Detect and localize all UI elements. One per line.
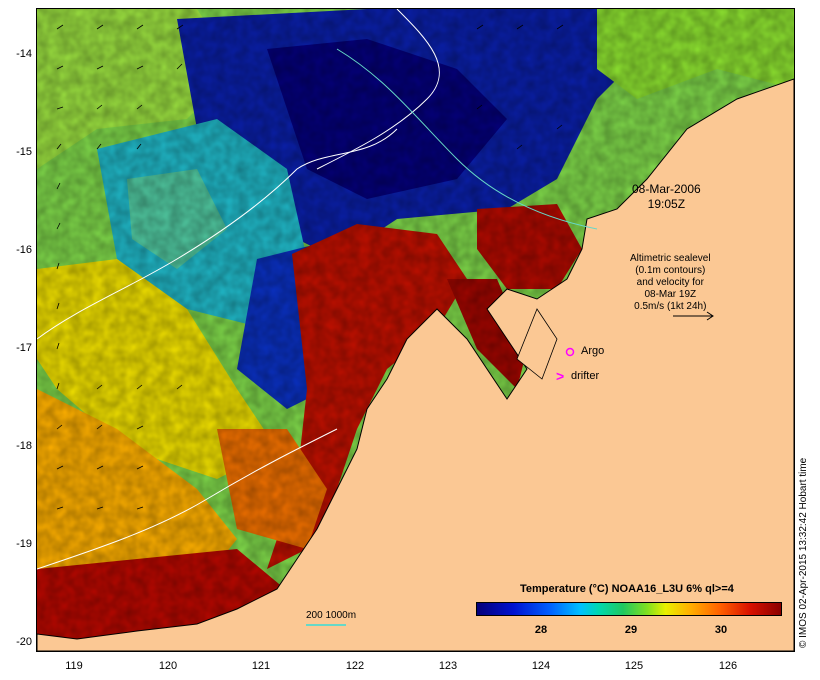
lat-tick: -15 [16,146,32,158]
alt-line: Altimetric sealevel [630,253,711,264]
alt-line: 0.5m/s (1kt 24h) [634,301,707,312]
lat-tick: -17 [16,342,32,354]
sst-map [36,8,795,652]
lat-tick: -18 [16,440,32,452]
lat-tick: -20 [16,636,32,648]
land-australia [37,78,794,651]
colorbar-tick: 29 [624,624,638,636]
lon-tick: 124 [531,660,551,672]
altimetry-annotation: Altimetric sealevel (0.1m contours) and … [630,253,711,313]
lon-tick: 121 [251,660,271,672]
sst-map-image [37,9,794,651]
time-line: 19:05Z [647,197,686,211]
lon-tick: 119 [65,660,83,672]
lon-tick: 120 [158,660,178,672]
isobath-scale-line [306,624,346,626]
alt-line: (0.1m contours) [635,265,706,276]
date-line: 08-Mar-2006 [632,182,701,196]
lon-tick: 125 [624,660,644,672]
lat-tick: -16 [16,244,32,256]
drifter-label: drifter [571,370,600,382]
argo-label: Argo [581,345,605,357]
lat-tick: -14 [16,48,32,60]
legend-velocity-arrow [673,311,714,321]
contour-1 [316,9,440,170]
colorbar-tick: 28 [534,624,548,636]
velocity-arrows [56,24,564,510]
alt-line: 08-Mar 19Z [644,289,697,300]
isobath-line [336,48,598,230]
drifter-icon: > [556,368,565,384]
date-annotation: 08-Mar-2006 19:05Z [632,182,701,212]
alt-line: and velocity for [636,277,704,288]
imos-credit: © IMOS 02-Apr-2015 13:32:42 Hobart time [798,457,809,648]
colorbar-title: Temperature (°C) NOAA16_L3U 6% ql>=4 [520,583,734,595]
colorbar-tick: 30 [714,624,728,636]
land-peninsula [516,308,558,380]
lon-tick: 123 [438,660,458,672]
argo-marker-map [565,347,575,357]
lon-tick: 122 [345,660,365,672]
temperature-colorbar [476,602,782,616]
contour-2 [37,128,398,340]
isobath-scale-label: 200 1000m [306,610,357,621]
lon-tick: 126 [718,660,738,672]
lat-tick: -19 [16,538,32,550]
contour-3 [37,428,338,570]
